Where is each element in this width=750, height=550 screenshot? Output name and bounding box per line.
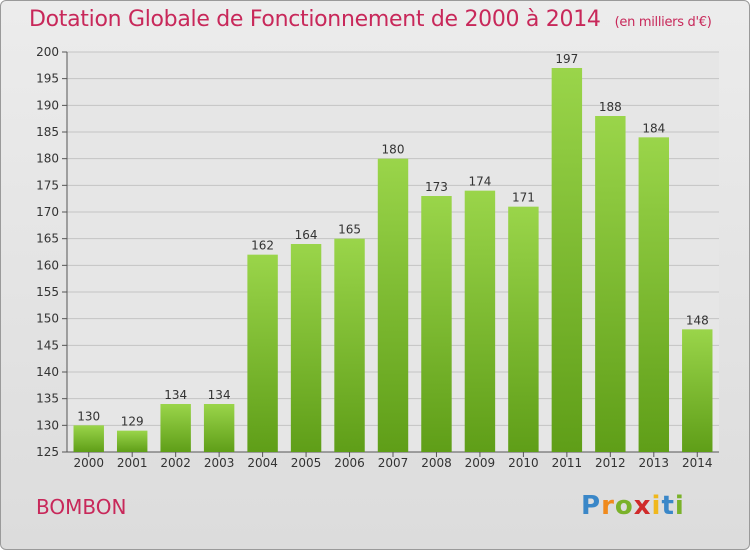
y-tick-label: 180 <box>36 152 59 166</box>
x-tick-label: 2001 <box>117 456 148 470</box>
title-text: Dotation Globale de Fonctionnement de 20… <box>29 7 601 32</box>
y-tick-label: 190 <box>36 98 59 112</box>
y-tick-label: 170 <box>36 205 59 219</box>
bar <box>73 425 104 452</box>
x-tick-label: 2012 <box>595 456 626 470</box>
bar-value-label: 197 <box>555 52 578 66</box>
logo-letter: o <box>614 491 634 521</box>
bar <box>638 137 670 453</box>
bar-value-label: 130 <box>77 409 100 423</box>
bar-value-label: 174 <box>468 175 491 189</box>
y-tick-label: 195 <box>36 72 59 86</box>
y-tick-label: 125 <box>36 445 59 459</box>
logo-letter: P <box>581 491 602 521</box>
x-tick-label: 2004 <box>247 456 278 470</box>
x-tick-label: 2011 <box>552 456 583 470</box>
bar-value-label: 173 <box>425 180 448 194</box>
bar <box>290 244 322 452</box>
y-tick-label: 185 <box>36 125 59 139</box>
bar <box>116 430 148 452</box>
bar <box>508 206 539 452</box>
x-tick-label: 2006 <box>334 456 365 470</box>
bar-value-label: 180 <box>382 143 405 157</box>
bar-value-label: 162 <box>251 239 274 253</box>
logo-letter: t <box>661 491 675 521</box>
bar-value-label: 129 <box>121 415 144 429</box>
bar-value-label: 165 <box>338 223 361 237</box>
bar-value-label: 148 <box>686 313 709 327</box>
bar-value-label: 184 <box>642 121 665 135</box>
commune-name: BOMBON <box>36 495 127 519</box>
bar <box>421 196 452 452</box>
logo-letter: x <box>633 491 652 521</box>
proxiti-logo: Proxiti <box>581 491 685 521</box>
bar <box>377 158 409 452</box>
y-tick-label: 175 <box>36 178 59 192</box>
bar <box>247 254 278 452</box>
bar-value-label: 188 <box>599 100 622 114</box>
y-tick-label: 130 <box>36 418 59 432</box>
y-tick-label: 200 <box>36 45 59 59</box>
y-tick-label: 165 <box>36 232 59 246</box>
logo-letter: r <box>601 491 615 521</box>
bar <box>682 329 713 452</box>
x-tick-label: 2000 <box>73 456 104 470</box>
bar-value-label: 171 <box>512 191 535 205</box>
bar <box>595 116 626 452</box>
bar <box>203 404 235 452</box>
y-tick-label: 140 <box>36 365 59 379</box>
y-tick-label: 160 <box>36 258 59 272</box>
x-tick-label: 2002 <box>160 456 191 470</box>
bar <box>334 238 365 452</box>
x-tick-label: 2013 <box>639 456 670 470</box>
logo-letter: i <box>651 491 662 521</box>
y-tick-label: 150 <box>36 312 59 326</box>
chart-unit: (en milliers d'€) <box>614 15 712 30</box>
x-tick-label: 2014 <box>682 456 713 470</box>
chart-title: Dotation Globale de Fonctionnement de 20… <box>29 7 712 32</box>
x-tick-label: 2003 <box>204 456 235 470</box>
bar <box>160 404 191 452</box>
x-tick-label: 2008 <box>421 456 452 470</box>
x-tick-label: 2007 <box>378 456 409 470</box>
x-tick-label: 2009 <box>465 456 496 470</box>
y-tick-label: 145 <box>36 338 59 352</box>
bar <box>464 190 496 452</box>
x-tick-label: 2005 <box>291 456 322 470</box>
y-tick-label: 155 <box>36 285 59 299</box>
bar-value-label: 164 <box>295 228 318 242</box>
y-tick-label: 135 <box>36 392 59 406</box>
bar-value-label: 134 <box>164 388 187 402</box>
bar <box>551 68 583 452</box>
bar-value-label: 134 <box>208 388 231 402</box>
logo-letter: i <box>674 491 685 521</box>
x-tick-label: 2010 <box>508 456 539 470</box>
